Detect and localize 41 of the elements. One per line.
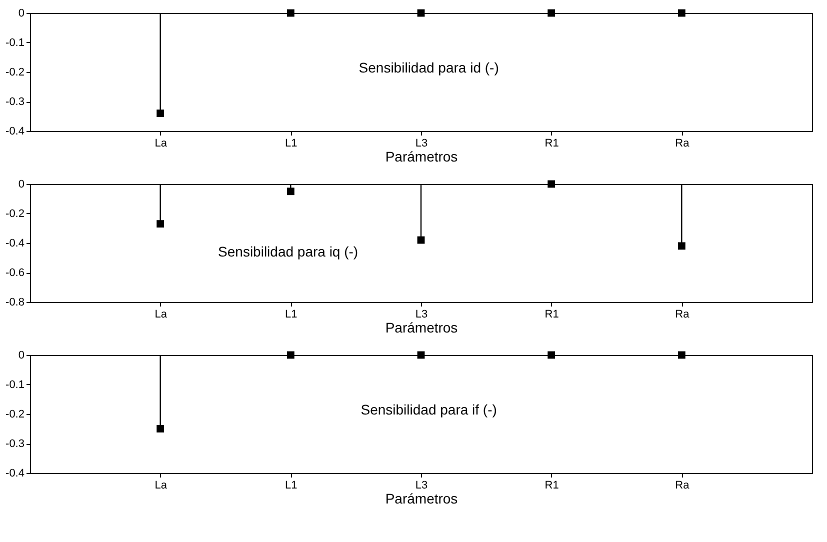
x-tick-label: La [154,308,168,320]
annotation: Sensibilidad para if (-) [360,401,497,418]
y-tick-label: -0.6 [6,267,24,279]
y-tick-label: -0.2 [6,208,24,220]
x-tick-label: Ra [675,308,690,320]
y-tick-label: -0.2 [6,66,24,78]
x-tick-label: L1 [285,138,298,150]
point [156,220,164,228]
x-tick-label: L3 [415,480,428,492]
point [286,188,294,196]
y-tick-label: -0.1 [6,37,24,49]
x-tick-label: R1 [544,138,559,150]
point [417,236,425,244]
x-axis-title: Parámetros [385,490,458,506]
x-tick-label: La [154,480,168,492]
x-tick-label: L1 [285,480,298,492]
y-tick-label: -0.4 [6,126,24,138]
y-tick-label: 0 [18,8,24,20]
y-tick-label: -0.3 [6,96,24,108]
x-tick-label: R1 [544,308,559,320]
y-tick-label: -0.4 [6,238,24,250]
x-tick-label: R1 [544,480,559,492]
y-tick-label: -0.3 [6,438,24,450]
y-tick-label: 0 [18,350,24,362]
y-tick-label: -0.2 [6,408,24,420]
point [548,180,556,188]
x-axis-title: Parámetros [385,148,458,164]
y-tick-label: -0.1 [6,379,24,391]
point [678,242,686,250]
x-tick-label: L3 [415,308,428,320]
y-tick-label: -0.8 [6,296,24,308]
x-tick-label: Ra [675,138,690,150]
x-axis-title: Parámetros [385,320,458,336]
x-tick-label: Ra [675,480,690,492]
x-tick-label: L1 [285,308,298,320]
y-tick-label: 0 [18,178,24,190]
annotation: Sensibilidad para id (-) [358,59,499,76]
x-tick-label: La [154,138,168,150]
annotation: Sensibilidad para iq (-) [218,243,358,260]
x-tick-label: L3 [415,138,428,150]
y-tick-label: -0.4 [6,468,24,480]
